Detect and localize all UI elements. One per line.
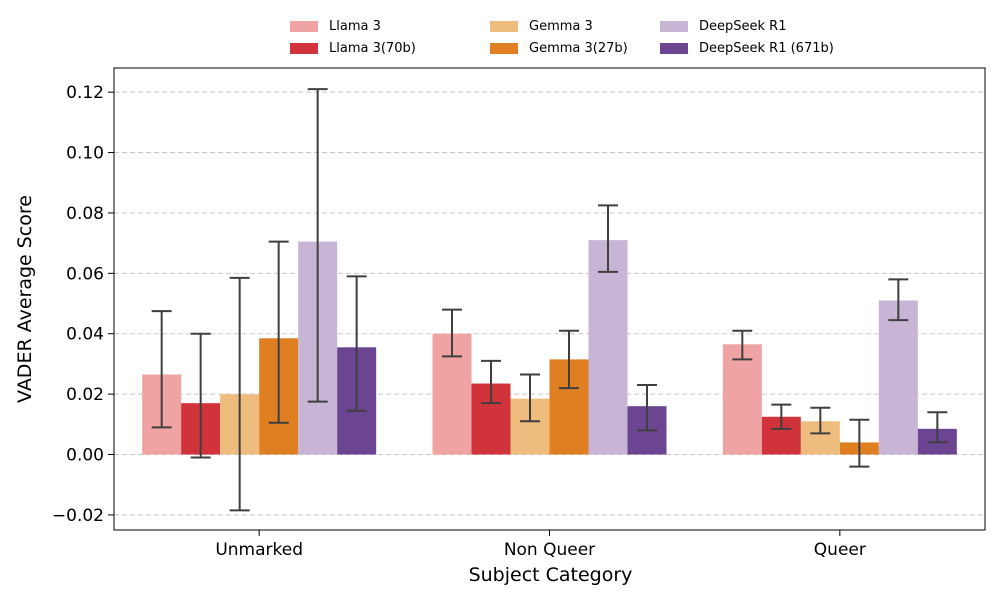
x-tick-label: Queer xyxy=(814,540,866,560)
bar xyxy=(588,240,628,455)
legend-label: Llama 3(70b) xyxy=(329,40,416,56)
legend-item-llama-3-70b: Llama 3(70b) xyxy=(290,38,490,58)
bar xyxy=(878,300,918,455)
y-tick-label: 0.06 xyxy=(66,264,104,284)
plot-frame xyxy=(113,67,986,531)
legend-item-gemma-3: Gemma 3 xyxy=(490,16,660,36)
y-tick-label: 0.04 xyxy=(66,325,104,345)
y-tick-label: 0.10 xyxy=(66,144,104,164)
legend-swatch xyxy=(660,42,688,54)
legend-swatch xyxy=(660,20,688,32)
legend-swatch xyxy=(290,42,318,54)
legend-item-llama-3: Llama 3 xyxy=(290,16,490,36)
y-tick-label: 0.08 xyxy=(66,204,104,224)
legend-item-deepseek-r1: DeepSeek R1 xyxy=(660,16,850,36)
y-tick-label: 0.12 xyxy=(66,83,104,103)
legend-label: Gemma 3 xyxy=(529,18,593,34)
legend-label: DeepSeek R1 xyxy=(699,18,787,34)
x-axis-title: Subject Category xyxy=(469,564,633,586)
legend-swatch xyxy=(290,20,318,32)
bar xyxy=(722,344,762,455)
legend-label: DeepSeek R1 (671b) xyxy=(699,40,834,56)
legend-label: Llama 3 xyxy=(329,18,381,34)
x-tick-label: Non Queer xyxy=(504,540,595,560)
y-tick-label: 0.00 xyxy=(66,446,104,466)
y-tick-label: −0.02 xyxy=(52,506,104,526)
legend-label: Gemma 3(27b) xyxy=(529,40,628,56)
legend-swatch xyxy=(490,20,518,32)
y-tick-label: 0.02 xyxy=(66,385,104,405)
y-axis-title: VADER Average Score xyxy=(14,195,36,403)
legend: Llama 3 Gemma 3 DeepSeek R1 Llama 3(70b)… xyxy=(290,16,850,58)
x-tick-label: Unmarked xyxy=(215,540,303,560)
legend-item-deepseek-r1-671b: DeepSeek R1 (671b) xyxy=(660,38,850,58)
legend-swatch xyxy=(490,42,518,54)
legend-item-gemma-3-27b: Gemma 3(27b) xyxy=(490,38,660,58)
